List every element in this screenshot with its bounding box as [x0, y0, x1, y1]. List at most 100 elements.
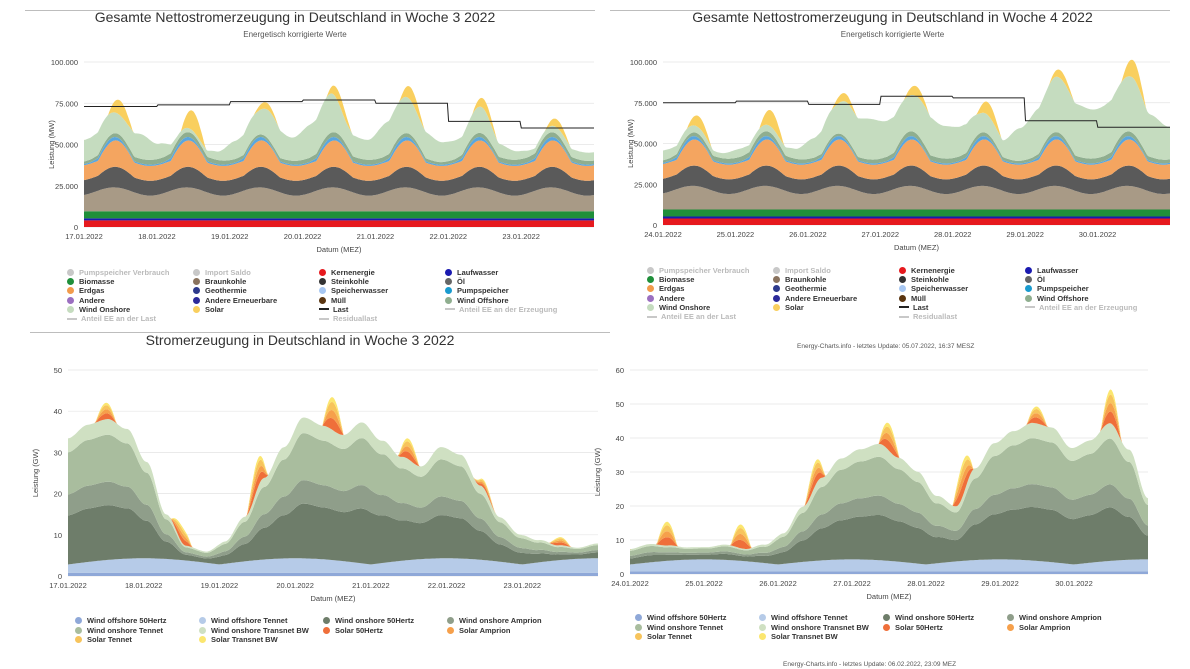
y-axis-label: Leistung (GW) — [31, 448, 40, 497]
legend-item[interactable]: Pumpspeicher — [445, 286, 571, 295]
legend-item[interactable]: Wind onshore Tennet — [635, 623, 759, 633]
legend-item[interactable]: Solar 50Hertz — [323, 626, 447, 636]
legend-item[interactable]: Residuallast — [899, 312, 1025, 321]
legend-item[interactable]: Wind offshore Tennet — [759, 613, 883, 623]
legend-item[interactable]: Wind onshore 50Hertz — [323, 616, 447, 626]
y-tick-label: 0 — [58, 572, 62, 581]
legend-item[interactable]: Wind onshore 50Hertz — [883, 613, 1007, 623]
chart-plot-week3-tso: 0 10 20 30 40 50 17.01.2022 18.01.2022 19.01.202… — [31, 366, 598, 603]
legend-item[interactable]: Last — [899, 303, 1025, 312]
legend-item[interactable]: Solar Transnet BW — [759, 632, 883, 642]
legend-item[interactable]: Wind Onshore — [647, 303, 773, 312]
legend-item[interactable]: Wind offshore 50Hertz — [635, 613, 759, 623]
legend-label: Solar Tennet — [647, 632, 692, 642]
legend-item[interactable]: Wind offshore 50Hertz — [75, 616, 199, 626]
area-wind-onshore-amprion — [68, 480, 598, 559]
area-wind-offshore-50hertz — [630, 571, 1148, 574]
legend-label: Geothermie — [785, 284, 827, 294]
legend-item[interactable]: Solar Transnet BW — [199, 635, 323, 645]
legend-item[interactable]: Steinkohle — [899, 275, 1025, 284]
legend-swatch — [67, 287, 74, 295]
legend-label: Biomasse — [659, 275, 695, 285]
legend-item[interactable]: Müll — [319, 296, 445, 305]
area-biomasse — [663, 209, 1170, 217]
legend-item[interactable]: Solar — [773, 303, 899, 312]
legend-item[interactable]: Biomasse — [647, 275, 773, 284]
y-tick-label: 100.000 — [51, 58, 78, 67]
x-tick-label: 26.01.2022 — [789, 230, 827, 239]
legend-item[interactable]: Geothermie — [773, 284, 899, 293]
x-axis-label: Datum (MEZ) — [317, 245, 363, 254]
legend-swatch — [635, 614, 642, 622]
legend-item[interactable]: Andere Erneuerbare — [773, 294, 899, 303]
legend-item[interactable]: Kernenergie — [899, 266, 1025, 275]
x-tick-label: 28.01.2022 — [907, 579, 945, 588]
legend-item[interactable] — [773, 312, 899, 321]
legend: Wind offshore 50Hertz Wind offshore Tenne… — [635, 613, 1131, 642]
legend-label: Kernenergie — [911, 266, 955, 276]
legend-item[interactable]: Residuallast — [319, 314, 445, 323]
legend-item[interactable]: Biomasse — [67, 277, 193, 286]
legend-label: Anteil EE an der Last — [661, 312, 737, 322]
legend-item[interactable]: Anteil EE an der Erzeugung — [445, 305, 571, 314]
legend-item[interactable]: Wind onshore Amprion — [1007, 613, 1131, 623]
legend-item[interactable]: Wind Onshore — [67, 305, 193, 314]
legend-label: Wind onshore Tennet — [647, 622, 724, 632]
legend-swatch — [319, 278, 326, 286]
legend-item[interactable]: Speicherwasser — [319, 286, 445, 295]
legend-item[interactable]: Steinkohle — [319, 277, 445, 286]
legend-item[interactable]: Solar Tennet — [635, 632, 759, 642]
legend-item[interactable]: Wind onshore Amprion — [447, 616, 571, 626]
legend-item[interactable]: Braunkohle — [773, 275, 899, 284]
legend-item[interactable]: Öl — [1025, 275, 1151, 284]
legend-swatch — [1025, 294, 1032, 302]
legend-item[interactable]: Solar Amprion — [1007, 623, 1131, 633]
legend-item[interactable]: Wind onshore Tennet — [75, 626, 199, 636]
x-tick-label: 22.01.2022 — [428, 581, 466, 590]
legend-item[interactable]: Anteil EE an der Last — [647, 312, 773, 321]
legend-item[interactable]: Solar 50Hertz — [883, 623, 1007, 633]
legend-item[interactable]: Andere — [647, 294, 773, 303]
legend-item[interactable]: Wind offshore Tennet — [199, 616, 323, 626]
legend-item[interactable]: Solar Tennet — [75, 635, 199, 645]
legend-item[interactable]: Import Saldo — [773, 266, 899, 275]
legend-item[interactable]: Erdgas — [67, 286, 193, 295]
legend-label: Wind onshore Amprion — [459, 616, 542, 626]
legend-item[interactable]: Pumpspeicher Verbrauch — [647, 266, 773, 275]
legend-item[interactable] — [193, 314, 319, 323]
chart-panel-week3-tso: Stromerzeugung in Deutschland in Woche 3… — [0, 330, 610, 669]
legend-item[interactable]: Speicherwasser — [899, 284, 1025, 293]
legend-item[interactable]: Erdgas — [647, 284, 773, 293]
legend-item[interactable]: Solar — [193, 305, 319, 314]
legend-item[interactable]: Kernenergie — [319, 268, 445, 277]
legend-item[interactable]: Wind onshore Transnet BW — [199, 626, 323, 636]
legend-item[interactable]: Andere — [67, 296, 193, 305]
legend-item[interactable]: Laufwasser — [1025, 266, 1151, 275]
legend-swatch — [319, 308, 329, 311]
legend-item[interactable]: Pumpspeicher Verbrauch — [67, 268, 193, 277]
legend-item[interactable]: Pumpspeicher — [1025, 284, 1151, 293]
legend-swatch — [635, 623, 642, 631]
legend-item[interactable]: Solar Amprion — [447, 626, 571, 636]
legend-item[interactable]: Geothermie — [193, 286, 319, 295]
legend-label: Erdgas — [79, 286, 105, 296]
legend-label: Müll — [331, 295, 346, 305]
legend-item[interactable]: Braunkohle — [193, 277, 319, 286]
legend-item[interactable]: Anteil EE an der Last — [67, 314, 193, 323]
legend-item[interactable]: Import Saldo — [193, 268, 319, 277]
legend-item[interactable]: Wind onshore Transnet BW — [759, 623, 883, 633]
legend-item[interactable]: Wind Offshore — [1025, 294, 1151, 303]
legend-item[interactable]: Andere Erneuerbare — [193, 296, 319, 305]
y-tick-label: 30 — [616, 468, 624, 477]
legend-label: Wind Offshore — [457, 295, 509, 305]
legend-item[interactable]: Laufwasser — [445, 268, 571, 277]
x-tick-label: 18.01.2022 — [138, 232, 176, 241]
x-tick-label: 30.01.2022 — [1055, 579, 1093, 588]
legend-swatch — [193, 305, 200, 313]
legend-label: Wind offshore Tennet — [211, 616, 288, 626]
legend-item[interactable]: Last — [319, 305, 445, 314]
legend-item[interactable]: Müll — [899, 294, 1025, 303]
legend-item[interactable]: Wind Offshore — [445, 296, 571, 305]
legend-item[interactable]: Öl — [445, 277, 571, 286]
legend-item[interactable]: Anteil EE an der Erzeugung — [1025, 303, 1151, 312]
